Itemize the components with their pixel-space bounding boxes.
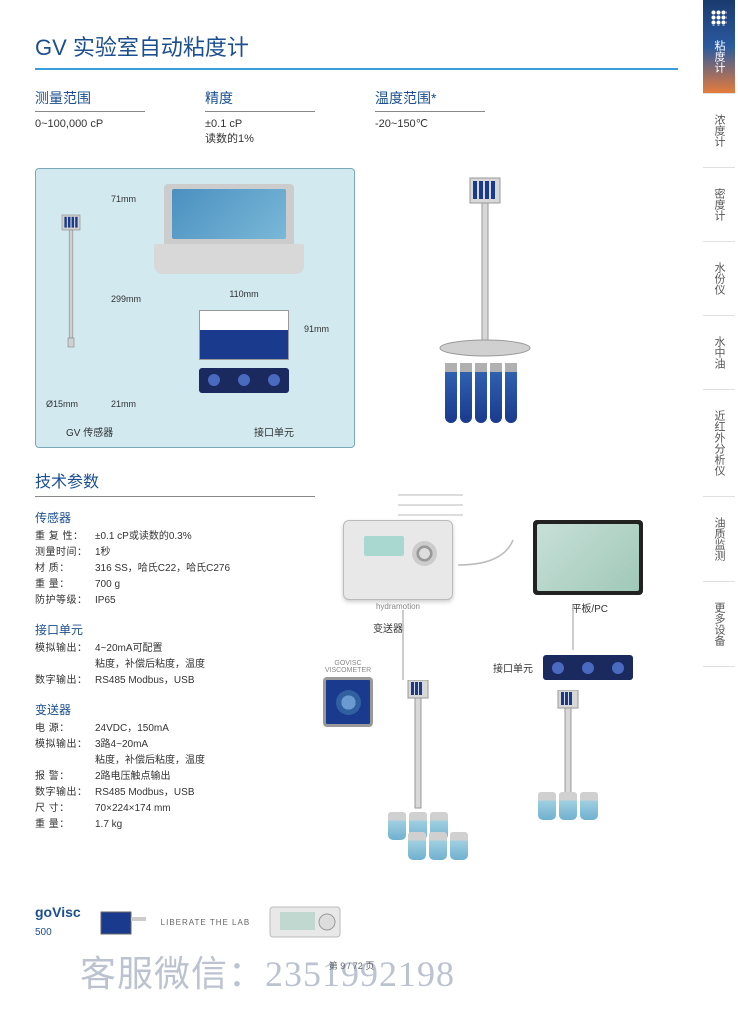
sys-interface-label: 接口单元 (493, 660, 533, 675)
tech-key: 防护等级： (35, 593, 95, 609)
tab-0[interactable]: 粘度计 (703, 0, 735, 94)
bottom-branding: goVisc 500 LIBERATE THE LAB (35, 902, 345, 942)
probe-1-icon (398, 680, 438, 830)
tab-6[interactable]: 油质监测 (703, 497, 735, 582)
viscometer-label: GOVISC VISCOMETER (323, 660, 373, 674)
sensor-probe-icon (56, 184, 86, 384)
tech-key: 重 量： (35, 577, 95, 593)
tech-key: 尺 寸： (35, 801, 95, 817)
dim-diameter: Ø15mm (46, 399, 78, 409)
tech-key: 材 质： (35, 561, 95, 577)
bottles-3 (538, 792, 598, 820)
transmitter-icon (343, 520, 453, 600)
tech-key: 数字输出： (35, 673, 95, 689)
dimension-diagram: 71mm 299mm 21mm Ø15mm 110mm 91mm GV 传感器 … (35, 168, 355, 448)
tech-title: 技术参数 (35, 468, 315, 497)
spec-accuracy: 精度 ±0.1 cP 读数的1% (205, 88, 315, 148)
interface-unit-icon (199, 310, 289, 360)
tech-key (35, 753, 95, 769)
tech-key: 数字输出： (35, 785, 95, 801)
tab-4[interactable]: 水中油 (703, 316, 735, 390)
dim-height: 299mm (111, 294, 141, 304)
spec-range-label: 测量范围 (35, 88, 145, 112)
govisc-device-icon (96, 902, 146, 942)
tab-3[interactable]: 水份仪 (703, 242, 735, 316)
tech-key: 测量时间： (35, 545, 95, 561)
tagline: LIBERATE THE LAB (161, 918, 251, 927)
sys-interface-unit-icon (543, 655, 633, 680)
test-tubes-icon (445, 363, 517, 423)
display-unit-icon (265, 902, 345, 942)
govisc-logo: goVisc (35, 904, 81, 920)
page-title: GV 实验室自动粘度计 (35, 30, 678, 62)
tab-5[interactable]: 近红外分析仪 (703, 390, 735, 497)
title-underline (35, 68, 678, 70)
dim-unit-h: 91mm (304, 324, 329, 334)
bottles-2 (408, 832, 468, 860)
viscometer-icon (323, 677, 373, 727)
tech-key (35, 657, 95, 673)
spec-accuracy-label: 精度 (205, 88, 315, 112)
spec-accuracy-value: ±0.1 cP 读数的1% (205, 117, 315, 148)
product-image (375, 168, 595, 448)
dim-unit-w: 110mm (229, 289, 258, 299)
tech-key: 模拟输出： (35, 641, 95, 657)
tech-key: 模拟输出： (35, 737, 95, 753)
sidebar-tabs: 粘度计浓度计密度计水份仪水中油近红外分析仪油质监测更多设备 (703, 0, 738, 1012)
spec-temp-label: 温度范围* (375, 88, 485, 112)
govisc-num: 500 (35, 927, 52, 938)
specs-row: 测量范围 0~100,000 cP 精度 ±0.1 cP 读数的1% 温度范围*… (35, 88, 678, 148)
spec-range-value: 0~100,000 cP (35, 117, 145, 132)
tab-1[interactable]: 浓度计 (703, 94, 735, 168)
watermark: 客服微信：2351992198 (80, 945, 455, 997)
tech-key: 重 量： (35, 817, 95, 833)
sensor-label: GV 传感器 (66, 424, 113, 439)
interface-label: 接口单元 (254, 424, 294, 439)
spec-temp-value: -20~150℃ (375, 117, 485, 132)
tech-key: 电 源： (35, 721, 95, 737)
tablet-icon (533, 520, 643, 595)
spec-temp: 温度范围* -20~150℃ (375, 88, 485, 148)
sys-transmitter-label: 变送器 (373, 620, 403, 635)
laptop-icon (164, 184, 294, 274)
spec-range: 测量范围 0~100,000 cP (35, 88, 145, 148)
transmitter-brand: hydramotion (343, 602, 453, 611)
dim-top: 71mm (111, 194, 136, 204)
dim-bottom: 21mm (111, 399, 136, 409)
tech-key: 报 警： (35, 769, 95, 785)
tech-key: 重 复 性： (35, 529, 95, 545)
system-architecture-diagram: hydramotion 变送器 平板/PC 接口单元 GOVISC VISCOM… (313, 490, 643, 860)
interface-controller-icon (199, 368, 289, 393)
sys-tablet-label: 平板/PC (571, 600, 608, 615)
tab-2[interactable]: 密度计 (703, 168, 735, 242)
tab-7[interactable]: 更多设备 (703, 582, 735, 667)
